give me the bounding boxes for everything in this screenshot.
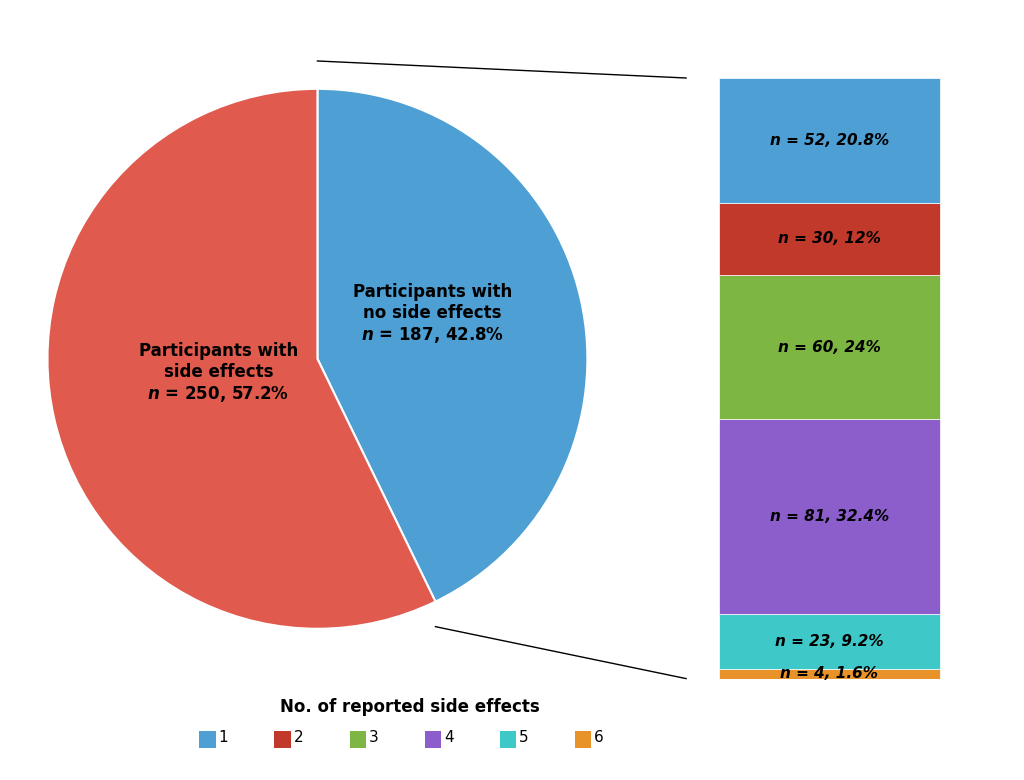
Text: 5: 5 xyxy=(519,730,528,746)
Text: Participants with
no side effects
$\bfit{n}$ = 187, 42.8%: Participants with no side effects $\bfit… xyxy=(353,283,512,345)
Text: 2: 2 xyxy=(294,730,303,746)
Text: 6: 6 xyxy=(594,730,604,746)
Text: n = 23, 9.2%: n = 23, 9.2% xyxy=(775,634,884,649)
Bar xyxy=(719,275,940,419)
Text: n = 4, 1.6%: n = 4, 1.6% xyxy=(780,666,879,681)
Text: n = 60, 24%: n = 60, 24% xyxy=(778,339,881,355)
Bar xyxy=(719,78,940,203)
Bar xyxy=(719,614,940,669)
Text: 3: 3 xyxy=(369,730,379,746)
Text: 4: 4 xyxy=(444,730,454,746)
Wedge shape xyxy=(47,89,435,629)
Bar xyxy=(719,419,940,614)
Text: n = 30, 12%: n = 30, 12% xyxy=(778,232,881,246)
Text: n = 81, 32.4%: n = 81, 32.4% xyxy=(770,509,889,524)
Text: No. of reported side effects: No. of reported side effects xyxy=(280,698,540,717)
Text: n = 52, 20.8%: n = 52, 20.8% xyxy=(770,133,889,148)
Text: Participants with
side effects
$\bfit{n}$ = 250, 57.2%: Participants with side effects $\bfit{n}… xyxy=(138,342,298,404)
Wedge shape xyxy=(317,89,588,601)
Bar xyxy=(719,203,940,275)
Bar xyxy=(719,669,940,679)
Text: 1: 1 xyxy=(219,730,228,746)
